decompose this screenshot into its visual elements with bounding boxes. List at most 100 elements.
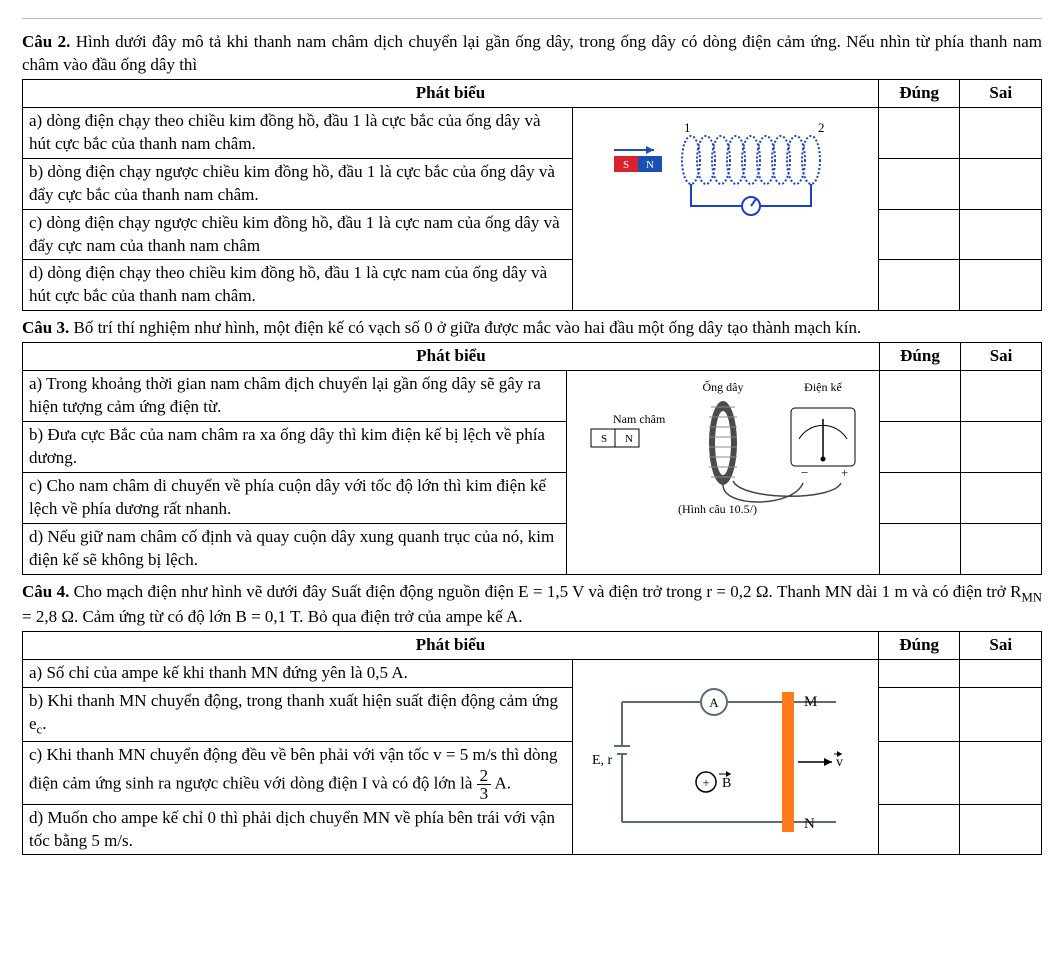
meter-plus: + (841, 465, 848, 480)
q3-table: Phát biểu Đúng Sai a) Trong khoảng thời … (22, 342, 1042, 574)
q2-intro: Câu 2. Hình dưới đây mô tả khi thanh nam… (22, 31, 1042, 77)
q2-d-false[interactable] (960, 260, 1042, 311)
q2-h-true: Đúng (878, 79, 960, 107)
lbl-a: A (709, 695, 719, 710)
q2-a: a) dòng điện chạy theo chiều kim đồng hồ… (23, 107, 573, 158)
q2-b-true[interactable] (878, 158, 960, 209)
lbl-coil: Ống dây (702, 379, 743, 394)
q2-a-true[interactable] (878, 107, 960, 158)
circuit-diagram: E, r A M N v + B (586, 662, 866, 852)
q2-h-false: Sai (960, 79, 1042, 107)
q3-b: b) Đưa cực Bắc của nam châm ra xa ống dâ… (23, 422, 567, 473)
q2-h-stmt: Phát biểu (23, 79, 879, 107)
q3-h-stmt: Phát biểu (23, 343, 880, 371)
q4-h-stmt: Phát biểu (23, 632, 879, 660)
q4-c-true[interactable] (878, 741, 960, 804)
q4-label: Câu 4. (22, 582, 69, 601)
q4-h-true: Đúng (878, 632, 960, 660)
q2-figure-cell: S N 1 2 (573, 107, 879, 311)
table-row: a) dòng điện chạy theo chiều kim đồng hồ… (23, 107, 1042, 158)
end-2: 2 (818, 120, 825, 135)
lbl-meter: Điện kế (804, 380, 842, 394)
q3-b-true[interactable] (879, 422, 960, 473)
q3-c-true[interactable] (879, 472, 960, 523)
table-row: a) Trong khoảng thời gian nam châm địch … (23, 371, 1042, 422)
q3-figure-cell: Ống dây Điện kế Nam châm S N (566, 371, 879, 575)
q3-a-false[interactable] (961, 371, 1042, 422)
q4-a: a) Số chỉ của ampe kế khi thanh MN đứng … (23, 660, 573, 688)
q3-c-false[interactable] (961, 472, 1042, 523)
q4-b-tail: . (42, 714, 46, 733)
table-header-row: Phát biểu Đúng Sai (23, 343, 1042, 371)
frac-d: 3 (477, 785, 492, 802)
q2-label: Câu 2. (22, 32, 70, 51)
q3-h-true: Đúng (879, 343, 960, 371)
lbl-b: B (722, 776, 731, 791)
q2-c-true[interactable] (878, 209, 960, 260)
q2-intro-text: Hình dưới đây mô tả khi thanh nam châm d… (22, 32, 1042, 74)
frac-n: 2 (477, 767, 492, 785)
q2-a-false[interactable] (960, 107, 1042, 158)
q2-b: b) dòng điện chạy ngược chiều kim đồng h… (23, 158, 573, 209)
q3-d: d) Nếu giữ nam châm cố định và quay cuộn… (23, 523, 567, 574)
q4-intro-2: = 2,8 Ω. Cảm ứng từ có độ lớn B = 0,1 T.… (22, 607, 523, 626)
q4-figure-cell: E, r A M N v + B (573, 660, 879, 855)
q4-c-false[interactable] (960, 741, 1042, 804)
magnet-n2: N (625, 433, 633, 445)
q4-table: Phát biểu Đúng Sai a) Số chỉ của ampe kế… (22, 631, 1042, 855)
q4-h-false: Sai (960, 632, 1042, 660)
q3-b-false[interactable] (961, 422, 1042, 473)
q3-d-false[interactable] (961, 523, 1042, 574)
q2-b-false[interactable] (960, 158, 1042, 209)
end-1: 1 (684, 120, 691, 135)
q3-intro-text: Bố trí thí nghiệm như hình, một điện kế … (73, 318, 861, 337)
q4-b: b) Khi thanh MN chuyển động, trong thanh… (29, 691, 558, 733)
q4-c-cell: c) Khi thanh MN chuyển động đều về bên p… (23, 741, 573, 804)
q4-sub-mn: MN (1021, 590, 1042, 604)
q4-b-true[interactable] (878, 688, 960, 742)
q2-d-true[interactable] (878, 260, 960, 311)
q2-table: Phát biểu Đúng Sai a) dòng điện chạy the… (22, 79, 1042, 311)
q2-c-false[interactable] (960, 209, 1042, 260)
q4-d-false[interactable] (960, 804, 1042, 855)
table-row: b) Đưa cực Bắc của nam châm ra xa ống dâ… (23, 422, 1042, 473)
coil-magnet-diagram: S N 1 2 (596, 110, 856, 220)
q4-b-cell: b) Khi thanh MN chuyển động, trong thanh… (23, 688, 573, 742)
fraction: 2 3 (477, 767, 492, 802)
table-row: c) dòng điện chạy ngược chiều kim đồng h… (23, 209, 1042, 260)
fig-caption: (Hình câu 10.5/) (678, 502, 757, 516)
table-row: d) Muốn cho ampe kế chỉ 0 thì phải dịch … (23, 804, 1042, 855)
table-row: b) Khi thanh MN chuyển động, trong thanh… (23, 688, 1042, 742)
q4-b-false[interactable] (960, 688, 1042, 742)
q4-a-false[interactable] (960, 660, 1042, 688)
q4-a-true[interactable] (878, 660, 960, 688)
table-header-row: Phát biểu Đúng Sai (23, 632, 1042, 660)
meter-minus: − (801, 465, 808, 480)
table-row: a) Số chỉ của ampe kế khi thanh MN đứng … (23, 660, 1042, 688)
q3-h-false: Sai (961, 343, 1042, 371)
table-row: c) Cho nam châm di chuyển về phía cuộn d… (23, 472, 1042, 523)
q4-d: d) Muốn cho ampe kế chỉ 0 thì phải dịch … (23, 804, 573, 855)
table-row: d) Nếu giữ nam châm cố định và quay cuộn… (23, 523, 1042, 574)
magnet-n: N (646, 159, 654, 171)
coil-meter-diagram: Ống dây Điện kế Nam châm S N (573, 373, 873, 523)
q3-c: c) Cho nam châm di chuyển về phía cuộn d… (23, 472, 567, 523)
q3-a-true[interactable] (879, 371, 960, 422)
table-row: b) dòng điện chạy ngược chiều kim đồng h… (23, 158, 1042, 209)
lbl-m: M (804, 694, 817, 710)
q3-label: Câu 3. (22, 318, 69, 337)
lbl-magnet: Nam châm (613, 412, 666, 426)
top-rule (22, 18, 1042, 19)
q4-intro: Câu 4. Cho mạch điện như hình vẽ dưới đâ… (22, 581, 1042, 630)
q3-a: a) Trong khoảng thời gian nam châm địch … (23, 371, 567, 422)
q2-d: d) dòng điện chạy theo chiều kim đồng hồ… (23, 260, 573, 311)
lbl-n: N (804, 816, 815, 832)
lbl-v: v (836, 755, 843, 770)
q3-d-true[interactable] (879, 523, 960, 574)
magnet-s2: S (601, 433, 607, 445)
q4-d-true[interactable] (878, 804, 960, 855)
q3-intro: Câu 3. Bố trí thí nghiệm như hình, một đ… (22, 317, 1042, 340)
q4-c-tail: A. (494, 773, 511, 792)
q2-c: c) dòng điện chạy ngược chiều kim đồng h… (23, 209, 573, 260)
table-row: d) dòng điện chạy theo chiều kim đồng hồ… (23, 260, 1042, 311)
